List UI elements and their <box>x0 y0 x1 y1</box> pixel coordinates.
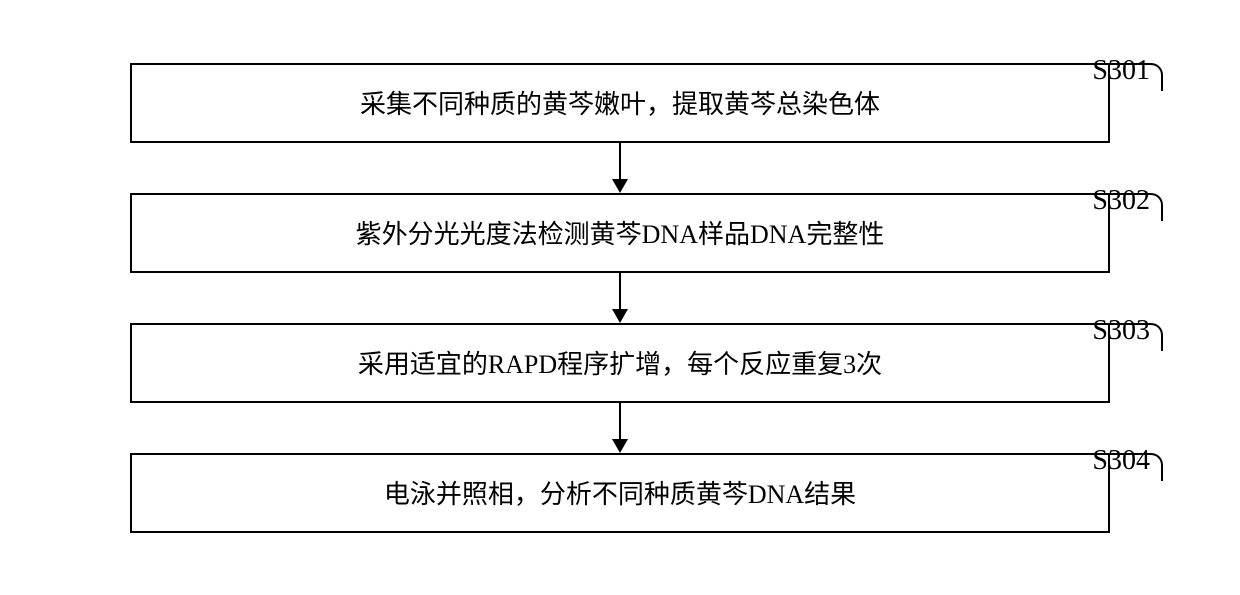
arrow-head-2 <box>612 309 628 323</box>
step-label-1: S301 <box>1092 55 1150 87</box>
step-row-1: 采集不同种质的黄芩嫩叶，提取黄芩总染色体 S301 <box>40 63 1200 143</box>
step-box-1: 采集不同种质的黄芩嫩叶，提取黄芩总染色体 <box>130 63 1110 143</box>
arrow-line-1 <box>619 143 621 179</box>
flowchart-container: 采集不同种质的黄芩嫩叶，提取黄芩总染色体 S301 紫外分光光度法检测黄芩DNA… <box>0 33 1240 563</box>
arrow-2 <box>612 273 628 323</box>
step-row-4: 电泳并照相，分析不同种质黄芩DNA结果 S304 <box>40 453 1200 533</box>
step-text-1: 采集不同种质的黄芩嫩叶，提取黄芩总染色体 <box>360 84 880 121</box>
step-box-4: 电泳并照相，分析不同种质黄芩DNA结果 <box>130 453 1110 533</box>
arrow-1 <box>612 143 628 193</box>
step-label-2: S302 <box>1092 185 1150 217</box>
arrow-head-3 <box>612 439 628 453</box>
step-text-3: 采用适宜的RAPD程序扩增，每个反应重复3次 <box>358 344 882 381</box>
arrow-3 <box>612 403 628 453</box>
step-label-3: S303 <box>1092 315 1150 347</box>
step-box-2: 紫外分光光度法检测黄芩DNA样品DNA完整性 <box>130 193 1110 273</box>
step-text-2: 紫外分光光度法检测黄芩DNA样品DNA完整性 <box>356 214 885 251</box>
arrow-line-3 <box>619 403 621 439</box>
arrow-head-1 <box>612 179 628 193</box>
step-row-2: 紫外分光光度法检测黄芩DNA样品DNA完整性 S302 <box>40 193 1200 273</box>
step-label-4: S304 <box>1092 445 1150 477</box>
step-text-4: 电泳并照相，分析不同种质黄芩DNA结果 <box>384 474 856 511</box>
step-box-3: 采用适宜的RAPD程序扩增，每个反应重复3次 <box>130 323 1110 403</box>
step-row-3: 采用适宜的RAPD程序扩增，每个反应重复3次 S303 <box>40 323 1200 403</box>
arrow-line-2 <box>619 273 621 309</box>
